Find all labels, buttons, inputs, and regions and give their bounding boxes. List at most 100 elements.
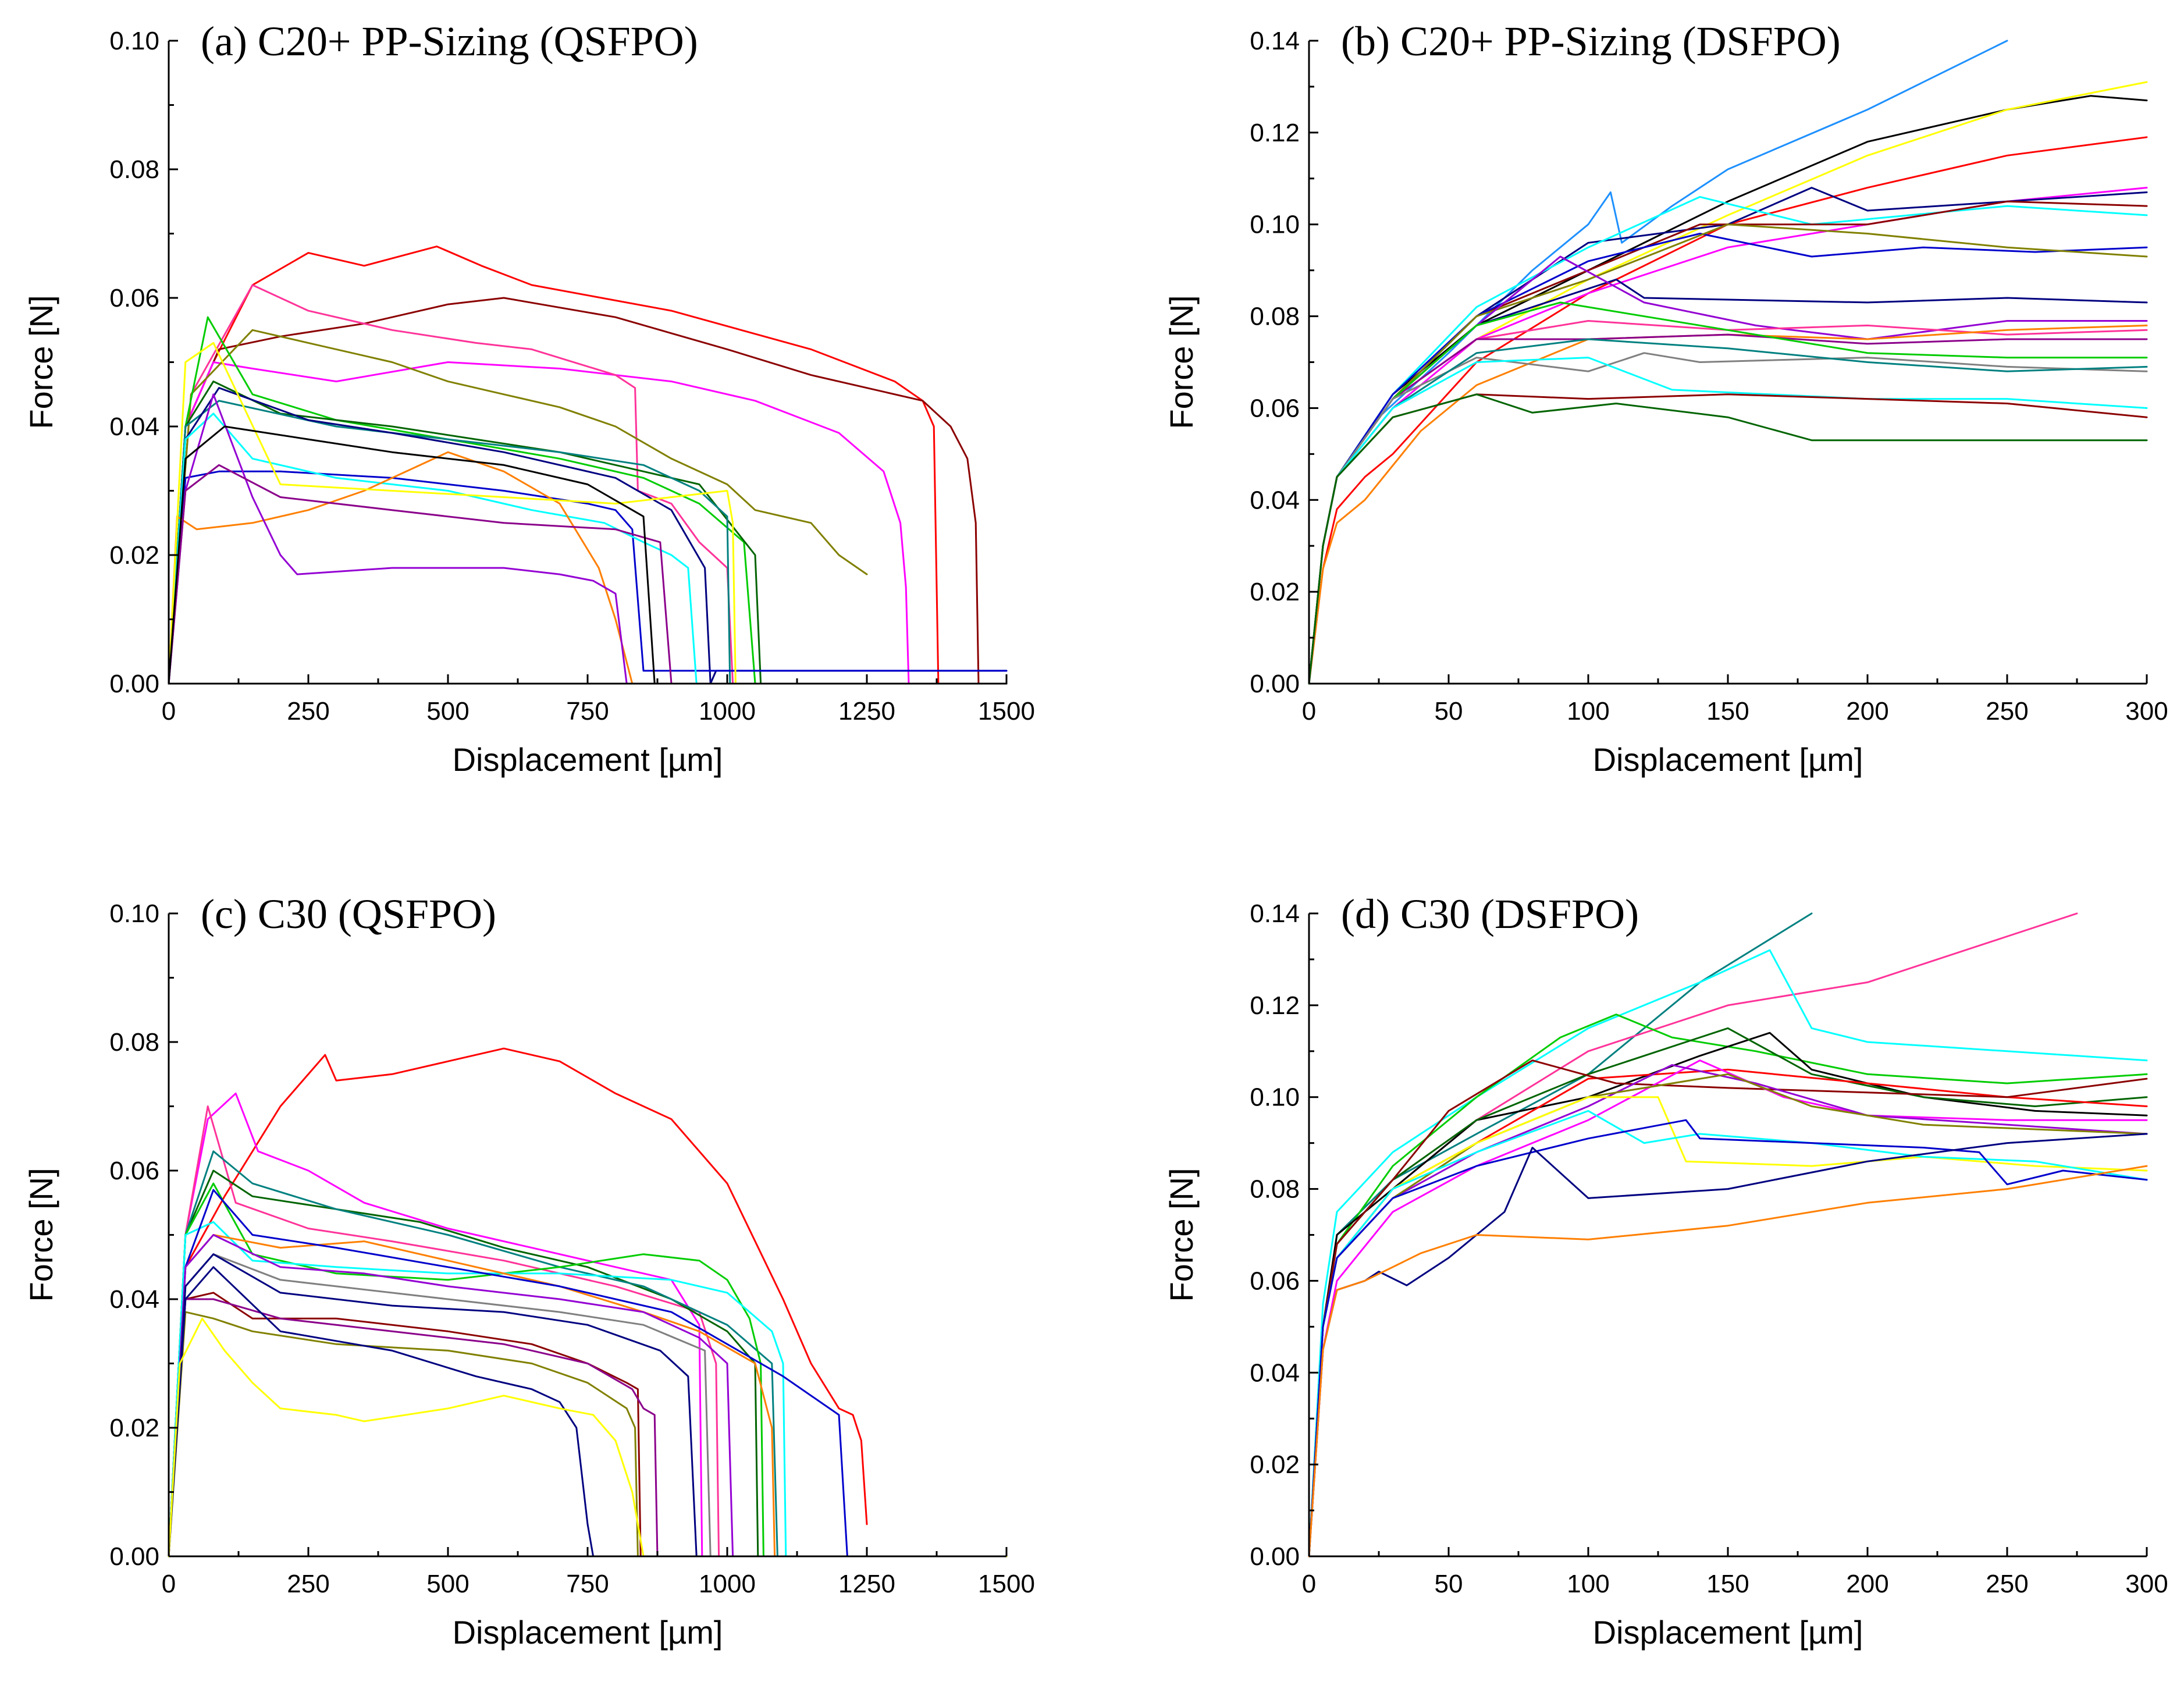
y-axis-title: Force [N] [23,295,59,429]
y-tick-label: 0.08 [109,1028,159,1057]
series-blue-line [1308,40,2008,685]
series-darkmagenta-line [168,1298,1008,1557]
series-yellow-line [168,342,1008,685]
series-red-line [1308,136,2148,685]
y-tick-label: 0.04 [109,1285,159,1314]
x-tick-label: 300 [2125,697,2168,726]
y-tick-label: 0.06 [1250,1267,1300,1295]
series-black-line [1308,1032,2148,1557]
x-tick-label: 1000 [699,697,756,726]
series-green-line [168,1182,1008,1557]
x-tick-label: 1500 [978,697,1035,726]
y-tick-label: 0.04 [109,413,159,441]
y-tick-label: 0.06 [109,1157,159,1185]
y-tick-label: 0.14 [1250,27,1300,55]
y-tick-label: 0.02 [109,541,159,570]
x-tick-label: 0 [1302,697,1316,726]
x-tick-label: 150 [1706,697,1749,726]
series-black-line [168,425,1008,685]
x-tick-label: 300 [2125,1570,2168,1598]
series-yellow-line [1308,81,2148,685]
y-tick-label: 0.12 [1250,991,1300,1020]
panel-title: (a) C20+ PP-Sizing (QSFPO) [201,18,698,65]
series-olive-line [168,1311,1008,1557]
y-tick-label: 0.00 [1250,1542,1300,1571]
series-darkred-line [1308,200,2148,685]
y-tick-label: 0.02 [109,1414,159,1442]
panel-title: (d) C30 (DSFPO) [1341,891,1639,937]
y-tick-label: 0.04 [1250,1359,1300,1387]
series-yellow-line [1308,1096,2148,1557]
series-cyan-line [168,1221,1008,1557]
x-tick-label: 50 [1435,697,1463,726]
panel-c-curves [168,1047,1008,1557]
x-axis-title: Displacement [µm] [453,1614,723,1651]
series-magenta-line [168,361,1008,685]
panel-d-curves [1308,912,2148,1557]
x-tick-label: 1000 [699,1570,756,1598]
series-red-line [168,246,1008,685]
x-tick-label: 100 [1567,697,1609,726]
x-tick-label: 250 [287,1570,329,1598]
y-tick-label: 0.06 [109,284,159,312]
series-darkmagenta-line [168,464,1008,685]
x-tick-label: 150 [1706,1570,1749,1598]
panel-title: (c) C30 (QSFPO) [201,891,496,937]
y-tick-label: 0.00 [109,1542,159,1571]
series-darkred-line [168,297,1008,685]
x-tick-label: 1250 [838,1570,895,1598]
series-pink-line [168,284,1008,685]
series-pink-line [168,1105,1008,1557]
y-tick-label: 0.08 [1250,1175,1300,1204]
series-purple-line [168,393,1008,685]
y-axis-title: Force [N] [23,1168,59,1301]
series-olive-line [1308,1073,2148,1557]
series-darkred2-line [1308,393,2148,685]
series-gray-line [168,1253,1008,1557]
series-orange-line [168,1234,1008,1557]
series-teal-line [1308,338,2148,685]
panel-a-curves [168,246,1008,685]
series-pink-line [1308,320,2148,685]
series-lightcyan-line [1308,1110,2148,1557]
x-tick-label: 0 [1302,1570,1316,1598]
series-darkred-line [168,1292,1008,1557]
y-tick-label: 0.12 [1250,119,1300,147]
series-olive-line [168,329,868,685]
series-magenta-line [1308,187,2148,685]
series-navy-line [1308,187,2148,685]
x-axis-title: Displacement [µm] [453,741,723,778]
y-axis-title: Force [N] [1163,295,1200,429]
series-navy-line [168,1253,1008,1557]
x-tick-label: 250 [1986,697,2028,726]
x-tick-label: 250 [287,697,329,726]
series-darkgreen-line [1308,1027,2148,1557]
y-tick-label: 0.04 [1250,486,1300,514]
panel-a: 0.00 0.02 0.04 0.06 0.08 0.10 0 250 500 750 1000 12… [23,18,1035,778]
y-tick-label: 0.14 [1250,899,1300,928]
series-navy-line [1308,1133,2148,1557]
series-teal-line [1308,912,1813,1557]
series-navy-line [168,387,1008,685]
y-tick-label: 0.10 [1250,211,1300,239]
panel-d: 0.00 0.02 0.04 0.06 0.08 0.10 0.12 0.14 0 50 100 15… [1163,891,2168,1651]
y-tick-label: 0.00 [109,670,159,698]
x-tick-label: 200 [1846,697,1888,726]
y-tick-label: 0.02 [1250,1450,1300,1479]
series-cyan-line [168,413,1008,685]
series-magenta-line [1308,1059,2148,1557]
panel-b: 0.00 0.02 0.04 0.06 0.08 0.10 0.12 0.14 0 50 100 15… [1163,18,2168,778]
series-black-line [1308,95,2148,685]
series-orange-line [168,451,1008,685]
x-tick-label: 1250 [838,697,895,726]
x-tick-label: 0 [162,1570,176,1598]
y-tick-label: 0.00 [1250,670,1300,698]
series-green-line [168,316,1008,685]
x-tick-label: 750 [566,1570,609,1598]
x-tick-label: 500 [426,697,469,726]
series-darkblue-line [168,1266,1008,1557]
y-tick-label: 0.10 [109,899,159,928]
y-tick-label: 0.10 [109,27,159,55]
series-blue-line [1308,1119,2148,1557]
